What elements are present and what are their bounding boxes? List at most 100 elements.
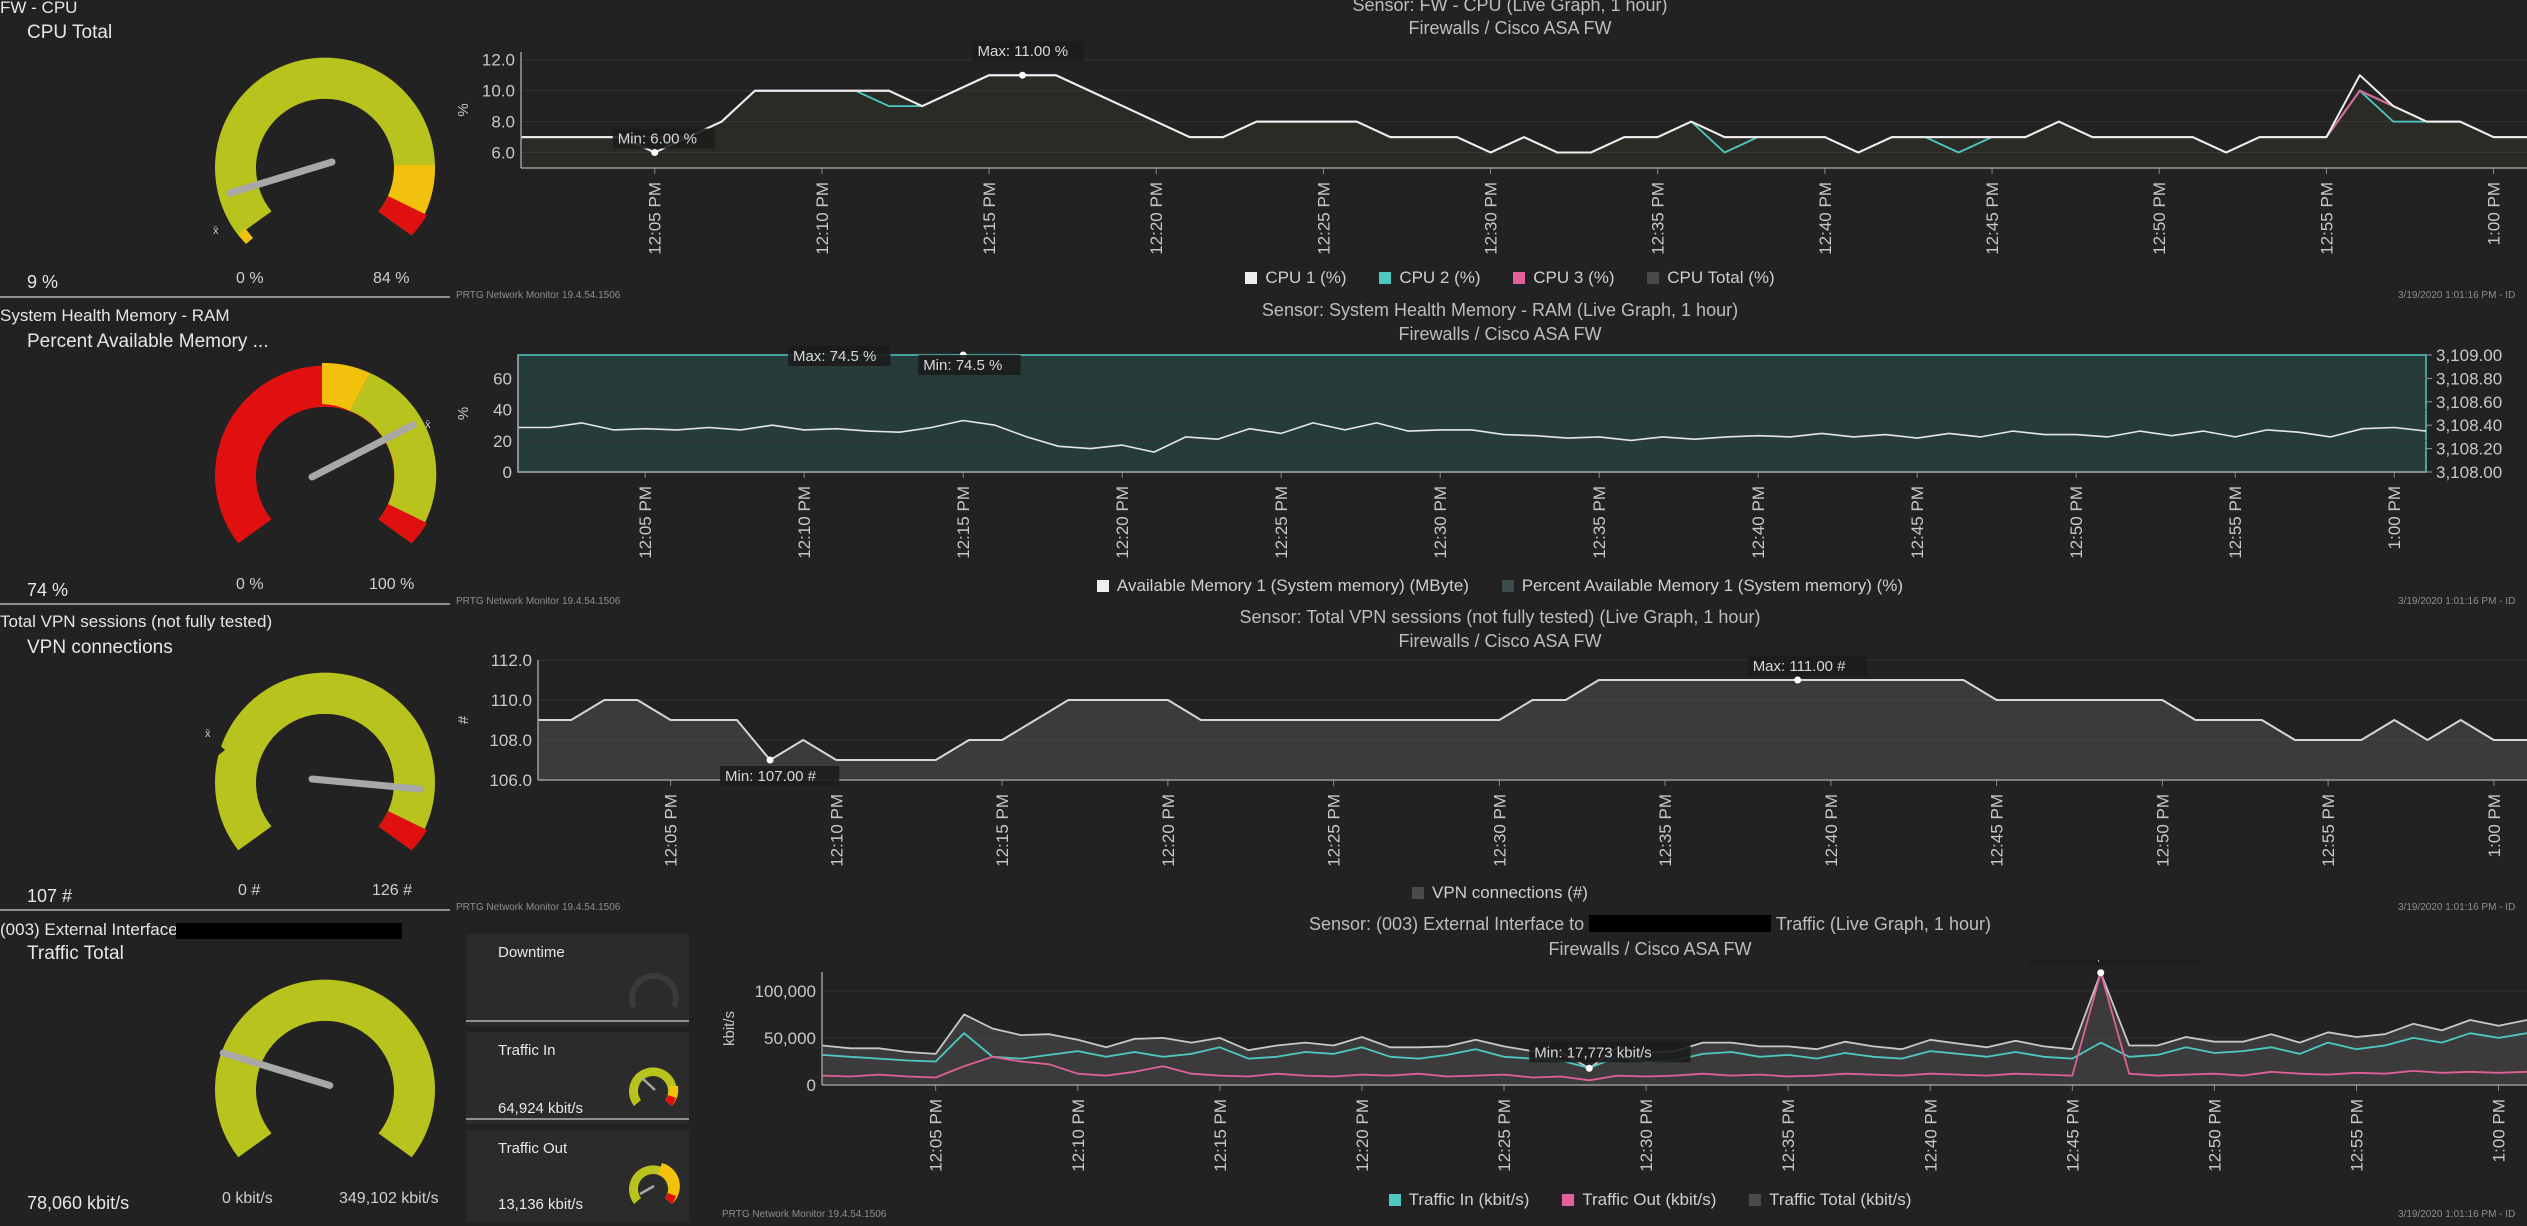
mini-value-traffic-out: 13,136 kbit/s <box>498 1196 584 1213</box>
y-axis-label: % <box>456 103 472 116</box>
x-tick-label: 1:00 PM <box>2485 182 2504 245</box>
legend-label: Traffic Out (kbit/s) <box>1582 1190 1717 1209</box>
mini-title-traffic-out: Traffic Out <box>498 1140 568 1157</box>
x-tick-label: 12:40 PM <box>1816 182 1835 255</box>
chart-traffic-sensor-prefix: Sensor: (003) External Interface to <box>1309 914 1585 934</box>
legend-swatch <box>1513 272 1526 284</box>
legend-item[interactable]: CPU 3 (%) <box>1513 268 1615 288</box>
gauge-cpu[interactable]: x̄ <box>195 50 455 260</box>
legend-label: Available Memory 1 (System memory) (MByt… <box>1116 576 1469 595</box>
gauge-memory[interactable]: x̄ <box>195 358 455 568</box>
gauge-vpn[interactable]: x̄ <box>195 665 455 875</box>
svg-text:x̄: x̄ <box>425 419 431 431</box>
section-title-vpn[interactable]: Total VPN sessions (not fully tested) <box>0 612 273 631</box>
chart-traffic-sensor-suffix: Traffic (Live Graph, 1 hour) <box>1775 914 1991 934</box>
annotation-label: Max: 119,170 kbit/s <box>2036 960 2165 964</box>
annotation-box <box>1747 656 1867 676</box>
y-tick-label: 0 <box>807 1076 816 1095</box>
y-axis-label: kbit/s <box>722 1011 738 1046</box>
chart-traffic-legend: Traffic In (kbit/s) Traffic Out (kbit/s)… <box>1150 1190 2150 1210</box>
x-tick-label: 12:05 PM <box>646 182 665 255</box>
x-tick-label: 12:35 PM <box>1779 1099 1798 1172</box>
chart-mem-legend: Available Memory 1 (System memory) (MByt… <box>900 576 2100 596</box>
footer-version: PRTG Network Monitor 19.4.54.1506 <box>456 290 621 301</box>
y2-tick-label: 3,108.80 <box>2436 369 2502 388</box>
mini-title-traffic-in: Traffic In <box>498 1042 556 1059</box>
marker-point <box>2097 969 2105 977</box>
legend-item[interactable]: VPN connections (#) <box>1412 883 1588 903</box>
x-tick-label: 12:10 PM <box>827 794 846 867</box>
legend-swatch <box>1379 272 1392 284</box>
x-tick-label: 1:00 PM <box>2485 794 2504 857</box>
chart-mem[interactable]: 60 40 20 0% 3,109.00 3,108.80 3,108.60 3,108.40… <box>456 345 2527 565</box>
legend-label: Traffic In (kbit/s) <box>1408 1190 1530 1209</box>
legend-item[interactable]: Traffic In (kbit/s) <box>1388 1190 1530 1210</box>
y2-tick-label: 3,108.00 <box>2436 463 2502 482</box>
section-title-traffic[interactable]: (003) External Interface to <box>0 920 197 939</box>
legend-swatch <box>1749 1194 1762 1206</box>
legend-item[interactable]: CPU Total (%) <box>1647 268 1775 288</box>
series-line <box>821 971 2527 1082</box>
x-tick-label: 12:55 PM <box>2317 182 2336 255</box>
annotation-label: Max: 11.00 % <box>978 43 1069 60</box>
mini-panel-traffic-in[interactable]: Traffic In 64,924 kbit/s <box>466 1032 689 1124</box>
x-tick-label: 12:40 PM <box>1749 486 1768 559</box>
gauge-title-traffic: Traffic Total <box>27 943 124 964</box>
legend-item[interactable]: Available Memory 1 (System memory) (MByt… <box>1096 576 1469 596</box>
y-tick-label: 8.0 <box>491 113 515 132</box>
legend-item[interactable]: Percent Available Memory 1 (System memor… <box>1501 576 1904 596</box>
x-tick-label: 12:30 PM <box>1490 794 1509 867</box>
y-tick-label: 10.0 <box>482 82 515 101</box>
y2-tick-label: 3,109.00 <box>2436 346 2502 365</box>
footer-version: PRTG Network Monitor 19.4.54.1506 <box>456 902 621 913</box>
series-line <box>521 74 2527 154</box>
chart-vpn-sensor-title: Sensor: Total VPN sessions (not fully te… <box>1239 607 1761 627</box>
legend-item[interactable]: CPU 1 (%) <box>1245 268 1347 288</box>
legend-label: CPU 3 (%) <box>1533 268 1615 287</box>
legend-swatch <box>1647 272 1660 284</box>
x-tick-label: 12:15 PM <box>980 182 999 255</box>
series-line <box>518 419 2427 453</box>
gauge-max-memory: 100 % <box>369 576 415 593</box>
chart-cpu[interactable]: 12.0 10.0 8.0 6.0% 12:05 PM 12:10 PM 12:15 PM 1… <box>456 40 2527 270</box>
mini-panel-traffic-out[interactable]: Traffic Out 13,136 kbit/s <box>466 1130 689 1222</box>
x-tick-label: 12:50 PM <box>2067 486 2086 559</box>
x-tick-label: 1:00 PM <box>2490 1099 2509 1162</box>
footer-timestamp: 3/19/2020 1:01:16 PM - ID <box>2398 902 2516 913</box>
redacted-interface-name <box>1589 915 1772 932</box>
section-title-cpu[interactable]: FW - CPU <box>0 0 78 17</box>
legend-label: Percent Available Memory 1 (System memor… <box>1521 576 1904 595</box>
legend-swatch <box>1562 1194 1575 1206</box>
legend-item[interactable]: Traffic Out (kbit/s) <box>1562 1190 1716 1210</box>
legend-label: CPU Total (%) <box>1667 268 1775 287</box>
annotation-box <box>918 355 1021 375</box>
x-tick-label: 12:50 PM <box>2150 182 2169 255</box>
legend-item[interactable]: CPU 2 (%) <box>1379 268 1481 288</box>
legend-item[interactable]: Traffic Total (kbit/s) <box>1749 1190 1911 1210</box>
chart-traffic[interactable]: 100,000 50,000 0 kbit/s 12:05 PM 12:10 PM 12:1… <box>722 960 2527 1185</box>
gauge-max-vpn: 126 # <box>372 882 413 899</box>
section-title-memory[interactable]: System Health Memory - RAM <box>0 306 230 325</box>
x-tick-label: 12:55 PM <box>2319 794 2338 867</box>
annotation-label: Min: 107.00 # <box>725 768 817 785</box>
gauge-downtime <box>629 972 679 1009</box>
gauge-title-memory: Percent Available Memory ... <box>27 331 269 352</box>
x-tick-label: 12:35 PM <box>1649 182 1668 255</box>
marker-point <box>1794 676 1802 684</box>
legend-swatch <box>1501 580 1514 592</box>
divider <box>0 296 450 298</box>
redacted-interface-name <box>176 923 402 939</box>
mini-panel-downtime[interactable]: Downtime <box>466 934 689 1026</box>
x-tick-label: 12:30 PM <box>1431 486 1450 559</box>
annotation-label: Min: 6.00 % <box>618 131 697 148</box>
x-tick-label: 12:15 PM <box>1211 1099 1230 1172</box>
legend-swatch <box>1096 580 1109 592</box>
legend-swatch <box>1412 887 1425 899</box>
annotation-box <box>612 128 716 149</box>
marker-point <box>766 756 774 764</box>
marker-point <box>651 149 659 157</box>
y-tick-label: 50,000 <box>764 1029 816 1048</box>
gauge-traffic[interactable] <box>195 972 455 1182</box>
x-tick-label: 12:05 PM <box>662 794 681 867</box>
chart-vpn[interactable]: 112.0 110.0 108.0 106.0 #12:05 PM 12:10 PM 12:… <box>456 652 2527 877</box>
